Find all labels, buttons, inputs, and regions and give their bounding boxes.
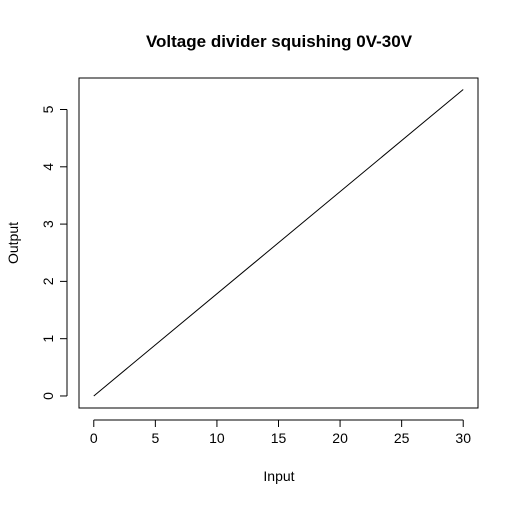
plot-area-frame [78,77,479,409]
x-axis: 0 5 10 15 20 25 30 [90,419,471,446]
y-axis: 0 1 2 3 4 5 [40,105,68,400]
y-tick-label: 2 [40,277,56,285]
y-tick-label: 3 [40,220,56,228]
x-tick-label: 20 [332,430,348,446]
y-axis-label: Output [5,222,21,264]
y-tick-label: 5 [40,105,56,113]
x-axis-label: Input [263,468,294,484]
y-tick-label: 1 [40,335,56,343]
x-tick-label: 0 [90,430,98,446]
series-layer [93,89,464,397]
series-line [93,89,464,397]
y-tick-label: 4 [40,163,56,171]
x-tick-label: 25 [394,430,410,446]
x-tick-label: 15 [271,430,287,446]
x-tick-label: 30 [455,430,471,446]
x-tick-label: 10 [209,430,225,446]
x-tick-label: 5 [151,430,159,446]
y-tick-label: 0 [40,392,56,400]
chart-title: Voltage divider squishing 0V-30V [146,32,413,51]
